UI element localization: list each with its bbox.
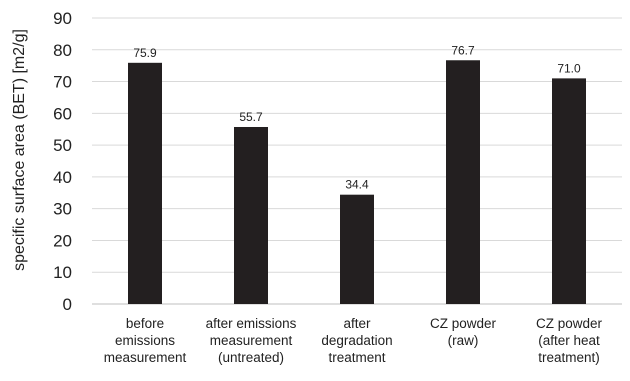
x-tick-label-line: treatment: [328, 350, 385, 365]
data-label: 34.4: [345, 178, 369, 192]
bars: [128, 60, 586, 305]
x-tick-label-line: degradation: [321, 333, 392, 348]
x-tick-label-line: treatment): [538, 350, 600, 365]
x-tick-label-line: CZ powder: [430, 316, 497, 331]
data-labels: 75.9 55.7 34.4 76.7 71.0: [133, 43, 581, 191]
x-tick-label-line: (raw): [448, 333, 479, 348]
data-label: 55.7: [239, 110, 263, 124]
bar: [552, 78, 586, 304]
y-tick-label: 70: [53, 73, 72, 92]
x-tick-label-line: (untreated): [218, 350, 284, 365]
x-tick-label-line: CZ powder: [536, 316, 603, 331]
data-label: 75.9: [133, 46, 157, 60]
x-tick-label-line: before: [126, 316, 164, 331]
x-tick-label-line: after: [343, 316, 371, 331]
y-tick-label: 50: [53, 136, 72, 155]
y-tick-label: 40: [53, 168, 72, 187]
y-tick-label: 80: [53, 41, 72, 60]
gridlines: [92, 17, 622, 305]
x-tick-label-line: after emissions: [206, 316, 297, 331]
x-tick-label: CZ powder (raw): [430, 316, 497, 348]
y-tick-label: 20: [53, 231, 72, 250]
bar: [234, 126, 268, 305]
x-tick-label: CZ powder (after heat treatment): [536, 316, 603, 365]
x-tick-label-line: measurement: [210, 333, 293, 348]
x-tick-label: after emissions measurement (untreated): [206, 316, 297, 365]
x-tick-label-line: measurement: [104, 350, 187, 365]
y-tick-labels: 0 10 20 30 40 50 60 70 80 90: [53, 9, 72, 314]
x-tick-label-line: (after heat: [538, 333, 600, 348]
bar: [446, 60, 480, 304]
y-tick-label: 60: [53, 104, 72, 123]
y-axis-title: specific surface area (BET) [m2/g]: [11, 29, 28, 271]
data-label: 71.0: [557, 61, 581, 75]
y-tick-label: 30: [53, 200, 72, 219]
x-tick-label-line: emissions: [115, 333, 175, 348]
y-tick-label: 90: [53, 9, 72, 28]
bar: [128, 62, 162, 304]
x-tick-label: before emissions measurement: [104, 316, 187, 365]
data-label: 76.7: [451, 43, 475, 57]
bar: [340, 194, 374, 304]
x-tick-label: after degradation treatment: [321, 316, 392, 365]
y-tick-label: 0: [63, 295, 72, 314]
y-tick-label: 10: [53, 263, 72, 282]
